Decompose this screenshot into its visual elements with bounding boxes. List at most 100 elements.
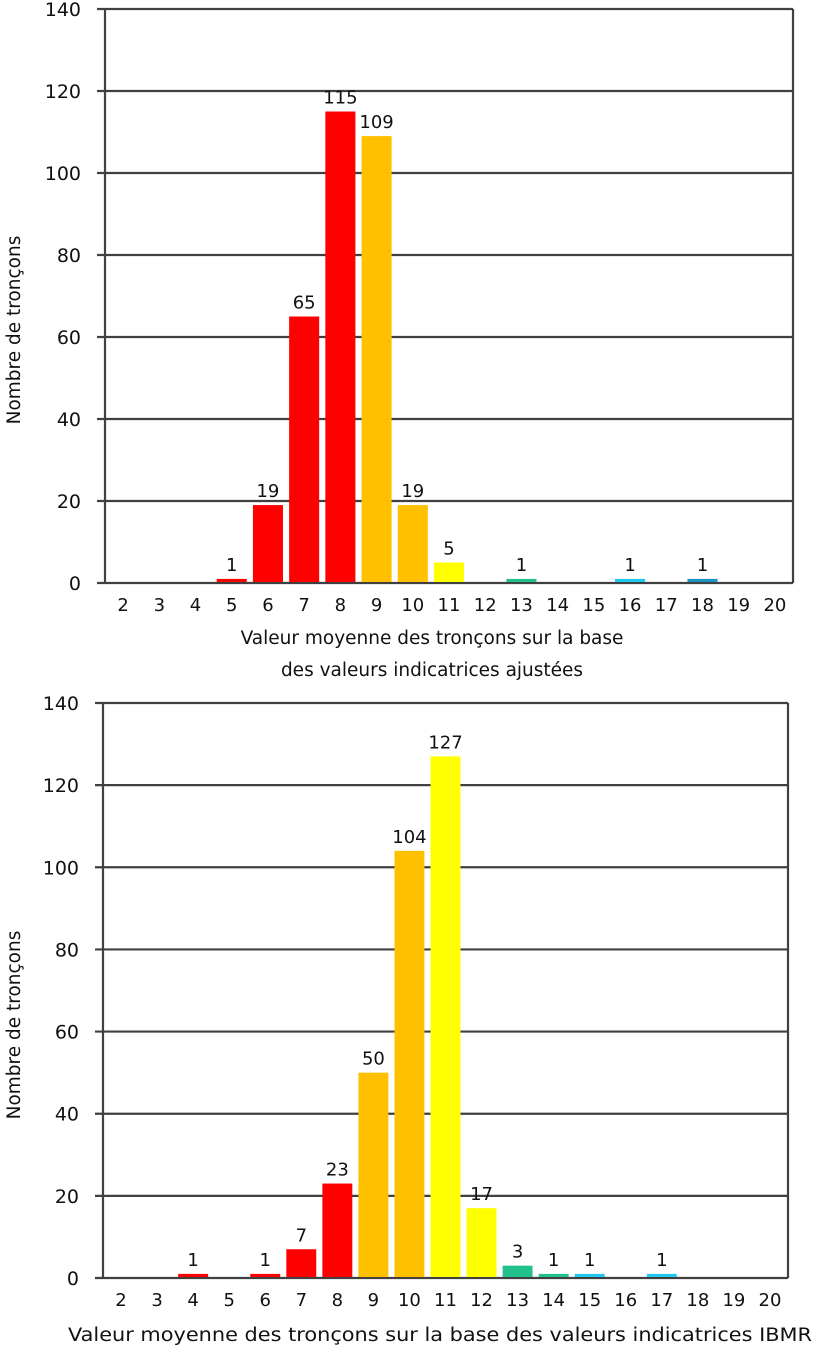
- x-tick-label: 18: [686, 1290, 709, 1311]
- data-label: 1: [516, 555, 527, 576]
- data-label: 50: [362, 1049, 385, 1070]
- data-label: 104: [392, 827, 426, 848]
- bar-5: [216, 578, 247, 582]
- x-tick-label: 14: [542, 1290, 565, 1311]
- x-tick-label: 11: [438, 595, 461, 616]
- x-tick-label: 20: [763, 595, 786, 616]
- x-tick-label: 15: [582, 595, 605, 616]
- bar-16: [615, 578, 646, 582]
- y-tick-label: 20: [55, 1186, 79, 1208]
- data-label: 19: [401, 481, 424, 502]
- y-tick-label: 80: [55, 939, 79, 961]
- y-tick-label: 100: [43, 857, 79, 879]
- data-label: 127: [428, 732, 462, 753]
- data-label: 109: [359, 112, 393, 133]
- data-label: 1: [697, 555, 708, 576]
- x-tick-label: 7: [298, 595, 309, 616]
- y-tick-label: 120: [45, 81, 81, 103]
- x-tick-label: 7: [296, 1290, 307, 1311]
- bar-11: [430, 756, 461, 1277]
- x-axis-title: des valeurs indicatrices ajustées: [281, 660, 583, 681]
- data-label: 1: [226, 555, 237, 576]
- data-label: 3: [512, 1242, 523, 1263]
- bar-10: [397, 505, 428, 582]
- x-tick-label: 4: [190, 595, 201, 616]
- x-tick-label: 9: [371, 595, 382, 616]
- bar-8: [325, 111, 356, 582]
- bar-13: [506, 578, 537, 582]
- data-label: 1: [656, 1250, 667, 1271]
- x-tick-label: 5: [226, 595, 237, 616]
- x-tick-label: 8: [335, 595, 346, 616]
- x-tick-label: 16: [614, 1290, 637, 1311]
- bar-13: [502, 1265, 533, 1277]
- x-tick-label: 12: [470, 1290, 493, 1311]
- x-tick-label: 3: [154, 595, 165, 616]
- x-tick-label: 5: [223, 1290, 234, 1311]
- data-label: 7: [296, 1225, 307, 1246]
- x-tick-label: 17: [655, 595, 678, 616]
- bar-11: [433, 562, 465, 582]
- x-tick-label: 19: [727, 595, 750, 616]
- bar-6: [250, 1273, 281, 1277]
- x-tick-label: 4: [187, 1290, 198, 1311]
- x-tick-label: 17: [650, 1290, 673, 1311]
- y-axis-title: Nombre de tronçons: [4, 931, 25, 1120]
- bar-4: [178, 1273, 209, 1277]
- x-axis-title: Valeur moyenne des tronçons sur la base: [241, 628, 624, 649]
- bar-12: [466, 1208, 497, 1277]
- x-tick-label: 14: [546, 595, 569, 616]
- data-label: 5: [443, 539, 454, 560]
- data-label: 19: [256, 481, 279, 502]
- x-axis-title: Valeur moyenne des tronçons sur la base …: [68, 1325, 812, 1346]
- data-label: 1: [624, 555, 635, 576]
- data-label: 23: [326, 1160, 349, 1181]
- x-tick-label: 9: [368, 1290, 379, 1311]
- data-label: 65: [293, 293, 316, 314]
- y-tick-label: 0: [69, 573, 81, 595]
- bar-8: [322, 1183, 353, 1277]
- bar-6: [252, 505, 283, 582]
- x-tick-label: 11: [434, 1290, 457, 1311]
- bar-17: [646, 1273, 677, 1277]
- bar-15: [574, 1273, 605, 1277]
- y-tick-label: 100: [45, 163, 81, 185]
- data-label: 115: [323, 88, 357, 109]
- y-tick-label: 40: [55, 1104, 79, 1126]
- x-tick-label: 2: [115, 1290, 126, 1311]
- x-tick-label: 16: [619, 595, 642, 616]
- bar-7: [289, 316, 320, 582]
- x-tick-label: 6: [262, 595, 273, 616]
- bar-18: [687, 578, 718, 582]
- x-tick-label: 20: [759, 1290, 782, 1311]
- x-tick-label: 19: [722, 1290, 745, 1311]
- y-tick-label: 120: [43, 775, 79, 797]
- x-tick-label: 10: [401, 595, 424, 616]
- bar-14: [538, 1273, 569, 1277]
- y-tick-label: 0: [67, 1268, 79, 1290]
- y-axis-title: Nombre de tronçons: [4, 236, 25, 425]
- data-label: 1: [584, 1250, 595, 1271]
- data-label: 17: [470, 1184, 493, 1205]
- x-tick-label: 12: [474, 595, 497, 616]
- bar-7: [286, 1249, 317, 1277]
- x-tick-label: 13: [510, 595, 533, 616]
- x-tick-label: 15: [578, 1290, 601, 1311]
- x-tick-label: 18: [691, 595, 714, 616]
- x-tick-label: 6: [260, 1290, 271, 1311]
- bar-9: [358, 1072, 389, 1277]
- x-tick-label: 8: [332, 1290, 343, 1311]
- bar-9: [361, 136, 392, 582]
- x-tick-label: 2: [117, 595, 128, 616]
- data-label: 1: [187, 1250, 198, 1271]
- x-tick-label: 3: [151, 1290, 162, 1311]
- y-tick-label: 20: [57, 491, 81, 513]
- data-label: 1: [260, 1250, 271, 1271]
- data-label: 1: [548, 1250, 559, 1271]
- x-tick-label: 13: [506, 1290, 529, 1311]
